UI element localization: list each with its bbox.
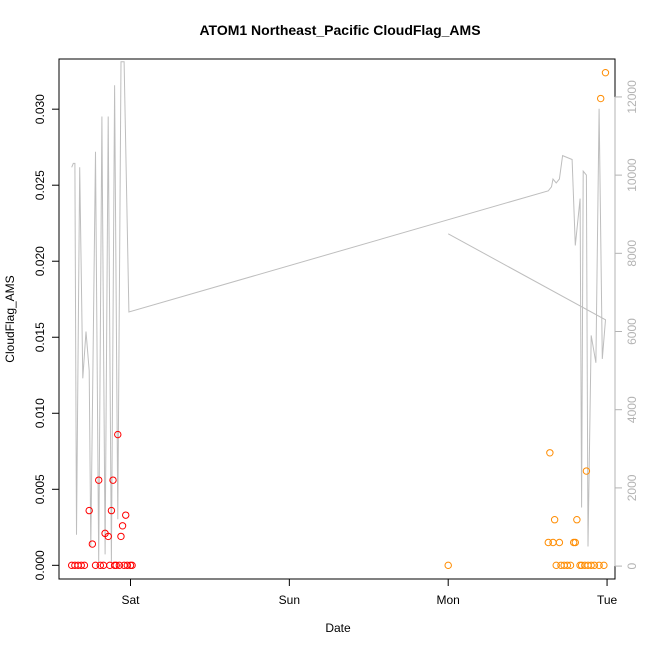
data-point [549,538,557,547]
data-point [582,467,591,475]
data-point [95,476,103,484]
data-point [115,561,124,570]
data-point [597,94,605,103]
data-point [109,476,117,484]
data-point [571,538,579,547]
x-tick-label: Mon [437,593,460,607]
x-tick-label: Sun [279,593,300,607]
data-point [552,561,560,570]
y-tick-label: 0.015 [33,322,47,352]
y-tick-label: 0.030 [33,94,47,124]
data-point [96,561,105,570]
data-point [91,561,100,570]
data-point [595,561,603,570]
data-point [444,561,452,570]
scatter-points [68,68,610,570]
right-tick-label: 8000 [625,240,639,267]
data-point [128,561,136,570]
data-point [566,561,575,570]
data-point [80,561,89,570]
right-tick-label: 4000 [625,396,639,423]
x-tick-label: Tue [597,593,618,607]
data-point [85,506,93,515]
altitude-line [71,61,607,563]
data-point [544,538,552,547]
data-point [118,522,127,530]
data-point [122,511,130,519]
data-point [600,561,608,570]
data-point [555,538,564,547]
plot-frame [58,58,616,580]
data-point [77,561,85,570]
right-tick-label: 6000 [625,318,639,345]
data-point [104,532,112,541]
right-tick-label: 12000 [625,80,639,114]
right-axis: 0 2000 4000 6000 8000 10000 12000 [614,80,639,569]
altitude-series [71,61,607,563]
data-point [550,516,559,524]
data-point [123,561,132,570]
data-point [601,68,610,77]
y-tick-label: 0.005 [33,474,47,504]
y-tick-label: 0.020 [33,246,47,276]
y-tick-label: 0.025 [33,170,47,200]
data-point [117,532,125,541]
data-point [563,561,572,570]
data-point [112,561,120,570]
y-tick-label: 0.010 [33,398,47,428]
x-axis: Sat Sun Mon Tue [121,578,618,607]
data-point [107,506,116,515]
y-axis: 0.000 0.005 0.010 0.015 0.020 0.025 0.030 [33,94,60,580]
y-axis-label: CloudFlag_AMS [3,275,17,362]
data-point [590,561,599,570]
data-point [114,430,122,439]
data-point [587,561,595,570]
data-point [573,516,581,524]
y-tick-label: 0.000 [33,550,47,580]
right-tick-label: 2000 [625,474,639,501]
right-tick-label: 10000 [625,158,639,192]
data-point [546,449,554,457]
x-axis-label: Date [325,621,351,635]
right-tick-label: 0 [625,562,639,569]
x-tick-label: Sat [121,593,140,607]
data-point [88,540,97,548]
chart-title: ATOM1 Northeast_Pacific CloudFlag_AMS [199,22,480,38]
